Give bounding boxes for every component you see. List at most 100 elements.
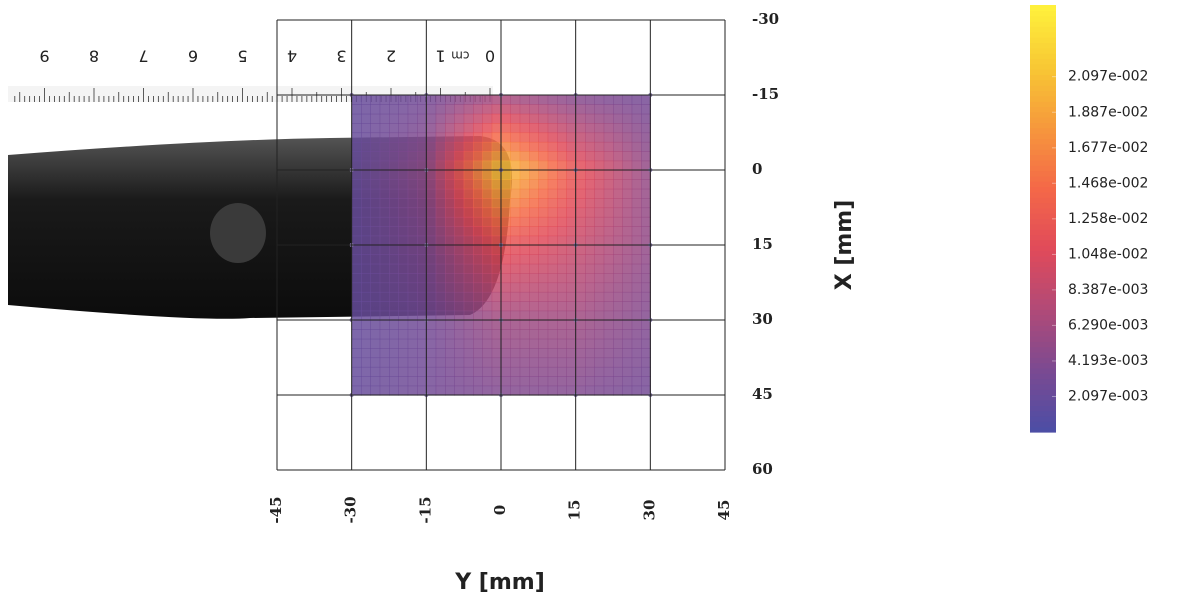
heat-cell xyxy=(454,338,465,349)
heat-cell xyxy=(351,291,362,302)
heat-cell xyxy=(538,329,549,340)
heat-cell xyxy=(631,235,642,246)
heat-cell xyxy=(631,170,642,180)
heat-cell xyxy=(463,263,474,274)
heat-cell xyxy=(557,385,567,396)
heat-cell xyxy=(557,104,567,115)
heat-cell xyxy=(566,348,577,359)
heat-cell xyxy=(398,123,409,134)
heat-cell xyxy=(538,216,549,227)
heat-cell xyxy=(557,310,567,321)
heat-cell xyxy=(463,282,474,293)
heat-cell xyxy=(594,310,605,321)
heat-cell xyxy=(631,113,642,124)
colorbar-band xyxy=(1030,42,1056,49)
heat-cell xyxy=(445,113,455,124)
heat-cell xyxy=(585,329,595,340)
heat-cell xyxy=(557,329,567,340)
heatmap xyxy=(349,93,653,397)
colorbar-band xyxy=(1030,149,1056,156)
heat-cell xyxy=(398,282,409,293)
heat-cell xyxy=(389,357,399,368)
heat-cell xyxy=(417,160,427,171)
heat-cell xyxy=(622,338,633,349)
heat-cell xyxy=(351,282,362,293)
heat-cell xyxy=(519,348,530,359)
heat-cell xyxy=(631,226,642,237)
heat-cell xyxy=(594,376,605,387)
heat-cell xyxy=(389,170,399,180)
heat-cell xyxy=(631,301,642,312)
heat-cell xyxy=(473,366,483,377)
heat-cell xyxy=(389,207,399,218)
heat-cell xyxy=(435,141,446,152)
heat-cell xyxy=(557,95,567,105)
heat-cell xyxy=(575,301,586,312)
heat-cell xyxy=(491,357,502,368)
heat-cell xyxy=(454,198,465,209)
heat-cell xyxy=(575,338,586,349)
heat-cell xyxy=(463,301,474,312)
heat-cell xyxy=(603,95,614,105)
heat-cell xyxy=(557,151,567,162)
heat-cell xyxy=(529,216,539,227)
heat-cell xyxy=(379,207,390,218)
heat-cell xyxy=(594,188,605,199)
colorbar-band xyxy=(1030,186,1056,193)
heat-cell xyxy=(538,113,549,124)
heat-cell xyxy=(445,160,455,171)
heat-cell xyxy=(361,291,371,302)
heat-cell xyxy=(538,160,549,171)
heat-cell xyxy=(491,226,502,237)
heat-cell xyxy=(454,132,465,143)
heat-cell xyxy=(463,357,474,368)
heat-cell xyxy=(641,273,651,284)
heat-cell xyxy=(557,235,567,246)
heat-cell xyxy=(557,216,567,227)
heat-cell xyxy=(389,376,399,387)
heat-cell xyxy=(482,366,493,377)
heat-cell xyxy=(613,113,623,124)
colorbar-label: 1.048e-002 xyxy=(1068,246,1148,262)
heat-cell xyxy=(370,132,381,143)
heat-cell xyxy=(603,385,614,396)
heat-cell xyxy=(631,95,642,105)
heat-cell xyxy=(482,113,493,124)
heat-cell xyxy=(417,141,427,152)
heat-cell xyxy=(389,366,399,377)
heat-cell xyxy=(361,226,371,237)
heat-cell xyxy=(426,338,437,349)
heat-cell xyxy=(519,310,530,321)
heat-cell xyxy=(361,329,371,340)
heat-cell xyxy=(407,338,418,349)
heat-cell xyxy=(603,113,614,124)
heat-cell xyxy=(417,282,427,293)
heat-cell xyxy=(454,310,465,321)
heat-cell xyxy=(547,348,558,359)
heat-cell xyxy=(501,113,511,124)
heat-cell xyxy=(603,263,614,274)
heat-cell xyxy=(426,263,437,274)
y-tick-label: 30 xyxy=(752,310,773,328)
heat-cell xyxy=(389,160,399,171)
heat-cell xyxy=(641,385,651,396)
heat-cell xyxy=(398,170,409,180)
heat-cell xyxy=(594,95,605,105)
heat-cell xyxy=(417,320,427,330)
heat-cell xyxy=(398,226,409,237)
heat-cell xyxy=(473,216,483,227)
colorbar-band xyxy=(1030,191,1056,198)
heat-cell xyxy=(482,385,493,396)
heat-cell xyxy=(585,160,595,171)
heat-cell xyxy=(426,179,437,190)
heat-cell xyxy=(641,216,651,227)
heat-cell xyxy=(641,141,651,152)
heat-cell xyxy=(575,151,586,162)
heat-cell xyxy=(519,226,530,237)
heat-cell xyxy=(370,104,381,115)
heat-cell xyxy=(501,179,511,190)
heat-cell xyxy=(631,273,642,284)
heat-cell xyxy=(529,366,539,377)
heat-cell xyxy=(435,160,446,171)
heat-cell xyxy=(463,141,474,152)
